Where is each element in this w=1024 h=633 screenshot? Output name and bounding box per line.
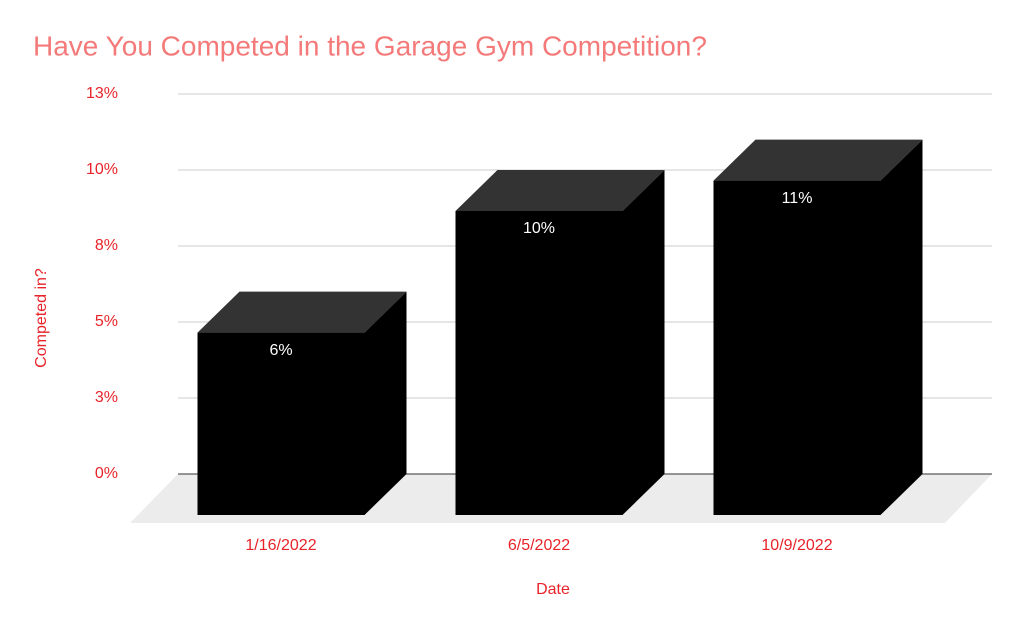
bar-side [880, 139, 923, 515]
data-label: 11% [782, 190, 813, 207]
bar-top [455, 170, 665, 211]
x-tick-label: 10/9/2022 [761, 537, 832, 554]
y-tick-label: 0% [95, 465, 118, 482]
x-tick-label: 1/16/2022 [245, 537, 316, 554]
bar-top [713, 139, 923, 181]
bar [197, 332, 365, 515]
y-tick-label: 13% [86, 85, 118, 102]
y-tick-label: 5% [95, 313, 118, 330]
chart-title: Have You Competed in the Garage Gym Comp… [33, 30, 707, 61]
x-axis-title: Date [536, 581, 570, 598]
bar [713, 180, 881, 515]
data-label: 6% [269, 342, 292, 359]
bar-side [622, 170, 665, 515]
x-tick-label: 6/5/2022 [508, 537, 570, 554]
bar [455, 211, 623, 515]
y-tick-label: 3% [95, 389, 118, 406]
y-tick-label: 8% [95, 237, 118, 254]
bar-top [197, 291, 407, 333]
y-axis-title: Competed in? [33, 268, 50, 368]
data-label: 10% [523, 220, 555, 237]
y-tick-label: 10% [86, 161, 118, 178]
bar-side [364, 291, 407, 515]
